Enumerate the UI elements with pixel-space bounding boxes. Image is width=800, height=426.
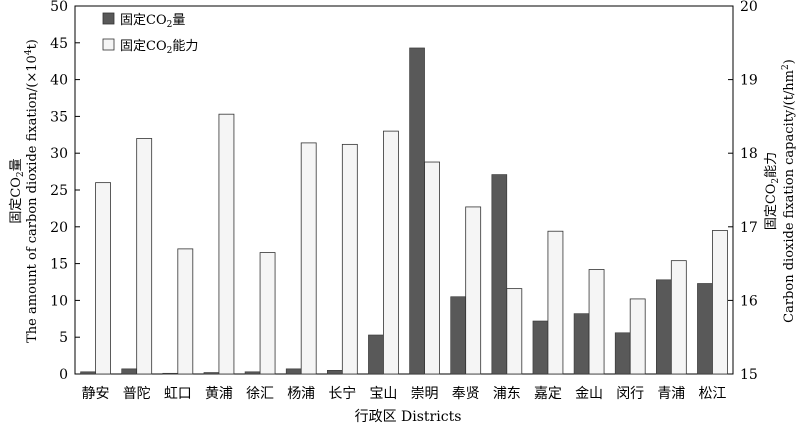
x-tick-label: 宝山 [369, 386, 397, 402]
x-axis-title: 行政区 Districts [355, 409, 462, 425]
bar-amount-9 [450, 296, 466, 375]
y-left-tick-label: 30 [50, 146, 68, 162]
bar-amount-12 [573, 313, 590, 375]
y-left-tick-label: 35 [50, 109, 68, 125]
bar-capacity-6 [341, 143, 358, 375]
y-left-tick-label: 5 [59, 330, 68, 346]
bar-capacity-9 [465, 206, 482, 375]
y-left-tick-label: 15 [50, 257, 68, 273]
bar-amount-6 [327, 370, 343, 375]
y-axis-right-title-en: Carbon dioxide fixation capacity/(t/hm2) [781, 59, 797, 323]
legend-swatch-capacity [102, 38, 115, 51]
y-left-tick-label: 50 [50, 0, 68, 15]
y-right-tick-label: 20 [740, 0, 758, 15]
legend-label-capacity: 固定CO2能力 [120, 39, 198, 56]
bar-amount-2 [162, 372, 179, 375]
x-tick-label: 长宁 [328, 385, 356, 402]
y-right-tick-label: 15 [740, 367, 758, 383]
bar-capacity-7 [383, 130, 399, 375]
y-left-tick-label: 25 [50, 183, 68, 199]
x-tick-label: 松江 [698, 386, 726, 402]
y-axis-left-title-cn: 固定CO2量 [9, 158, 26, 223]
y-right-tick-label: 18 [740, 146, 758, 162]
bar-capacity-0 [95, 182, 111, 375]
axes: 0 5 10 15 20 25 30 35 40 45 50 15 16 17 18 19 20 静安 普陀 虹口 黄浦… [50, 0, 758, 402]
y-left-tick-label: 10 [50, 293, 68, 309]
x-tick-label: 静安 [82, 386, 110, 402]
y-axis-left-title-en: The amount of carbon dioxide fixation/(×… [24, 39, 40, 343]
bar-amount-14 [656, 279, 672, 375]
y-left-tick-label: 40 [50, 73, 68, 89]
legend-swatch-amount [102, 12, 115, 25]
bar-amount-7 [368, 334, 384, 375]
x-tick-label: 杨浦 [287, 386, 315, 402]
bar-capacity-1 [136, 138, 153, 375]
x-tick-label: 嘉定 [534, 386, 562, 402]
x-tick-label: 黄浦 [205, 385, 233, 402]
bar-amount-11 [532, 320, 549, 375]
bar-amount-13 [614, 332, 631, 375]
bar-capacity-13 [629, 298, 646, 375]
x-tick-label: 金山 [575, 386, 603, 402]
x-tick-label: 虹口 [164, 386, 192, 402]
bar-capacity-14 [670, 260, 687, 375]
bar-capacity-2 [177, 248, 194, 375]
x-tick-label: 浦东 [493, 386, 521, 402]
bar-capacity-3 [218, 113, 235, 375]
y-axis-right-title-cn: 固定CO2能力 [764, 152, 781, 230]
bar-capacity-8 [424, 161, 440, 375]
bar-capacity-4 [259, 252, 276, 375]
y-right-tick-label: 16 [740, 293, 758, 309]
y-left-tick-label: 0 [59, 367, 68, 383]
x-tick-label: 闵行 [616, 386, 644, 402]
bar-capacity-12 [588, 269, 605, 375]
bars [80, 47, 728, 375]
x-tick-label: 奉贤 [452, 386, 480, 402]
y-right-tick-label: 17 [740, 220, 758, 236]
y-right-tick-label: 19 [740, 73, 758, 89]
bar-amount-15 [697, 283, 713, 375]
bar-amount-1 [121, 368, 137, 375]
legend: 固定CO2量 固定CO2能力 [102, 12, 198, 56]
bar-capacity-15 [712, 230, 728, 375]
y-left-tick-label: 45 [50, 36, 68, 52]
bar-amount-4 [244, 371, 261, 375]
bar-amount-10 [491, 174, 508, 375]
y-left-tick-label: 20 [50, 220, 68, 236]
x-tick-label: 徐汇 [246, 386, 274, 402]
bar-capacity-10 [506, 288, 523, 375]
x-tick-label: 崇明 [411, 386, 439, 402]
x-tick-label: 普陀 [123, 386, 151, 402]
bar-capacity-5 [300, 142, 317, 375]
bar-amount-8 [409, 47, 425, 375]
bar-capacity-11 [547, 230, 564, 375]
x-tick-label: 青浦 [657, 386, 685, 402]
bar-amount-3 [203, 372, 220, 375]
legend-label-amount: 固定CO2量 [120, 13, 185, 30]
bar-amount-5 [285, 368, 302, 375]
bar-amount-0 [80, 371, 96, 375]
